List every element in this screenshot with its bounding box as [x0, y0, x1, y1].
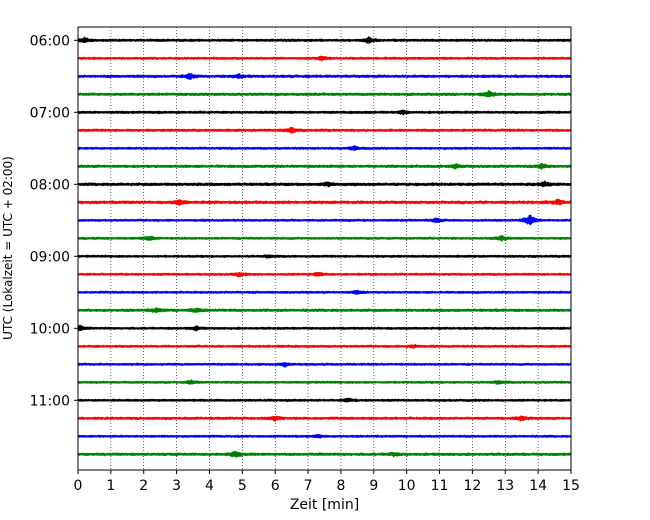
plot-background — [78, 27, 571, 470]
x-tick-label: 14 — [529, 478, 547, 494]
trace-line — [77, 162, 572, 170]
trace-line — [77, 344, 572, 349]
trace-line — [77, 397, 572, 403]
trace-line — [77, 90, 572, 98]
x-tick-label: 2 — [139, 478, 148, 494]
y-tick-label: 08:00 — [30, 177, 70, 193]
trace-line — [77, 198, 572, 206]
x-tick-label: 0 — [74, 478, 83, 494]
x-tick-label: 1 — [106, 478, 115, 494]
x-tick-label: 10 — [398, 478, 416, 494]
trace-line — [77, 36, 572, 44]
x-tick-label: 11 — [431, 478, 449, 494]
x-tick-label: 13 — [496, 478, 514, 494]
x-axis: 0 1 2 3 4 5 6 7 8 9 10 11 12 13 14 15 — [74, 470, 580, 494]
trace-line — [77, 235, 572, 242]
y-tick-label: 06:00 — [30, 33, 70, 49]
trace-line — [77, 109, 572, 116]
trace-line — [77, 415, 572, 422]
trace-line — [77, 379, 572, 385]
y-axis-label: UTC (Lokalzeit = UTC + 02:00) — [1, 156, 15, 340]
trace-line — [77, 450, 572, 458]
x-tick-label: 15 — [562, 478, 580, 494]
x-tick-label: 8 — [336, 478, 345, 494]
trace-line — [77, 289, 572, 295]
trace-line — [77, 361, 572, 368]
trace-line — [77, 55, 572, 62]
y-tick-label: 11:00 — [30, 393, 70, 409]
x-tick-label: 3 — [172, 478, 181, 494]
traces — [77, 36, 572, 458]
trace-line — [77, 214, 572, 226]
trace-line — [77, 307, 572, 313]
trace-line — [77, 271, 572, 278]
grid — [110, 27, 539, 470]
trace-line — [77, 180, 572, 188]
y-tick-label: 10:00 — [30, 321, 70, 337]
trace-line — [77, 324, 572, 332]
trace-line — [77, 144, 572, 152]
trace-line — [77, 433, 572, 439]
trace-line — [77, 126, 572, 134]
y-tick-label: 09:00 — [30, 249, 70, 265]
y-tick-label: 07:00 — [30, 105, 70, 121]
x-tick-label: 9 — [369, 478, 378, 494]
x-tick-label: 6 — [271, 478, 280, 494]
y-axis: 06:00 07:00 08:00 09:00 10:00 11:00 — [30, 33, 78, 409]
trace-line — [77, 72, 572, 81]
x-tick-label: 12 — [463, 478, 481, 494]
trace-line — [77, 254, 572, 259]
x-tick-label: 4 — [205, 478, 214, 494]
x-axis-label: Zeit [min] — [290, 497, 359, 513]
x-tick-label: 7 — [304, 478, 313, 494]
x-tick-label: 5 — [238, 478, 247, 494]
plot-frame — [77, 26, 572, 471]
